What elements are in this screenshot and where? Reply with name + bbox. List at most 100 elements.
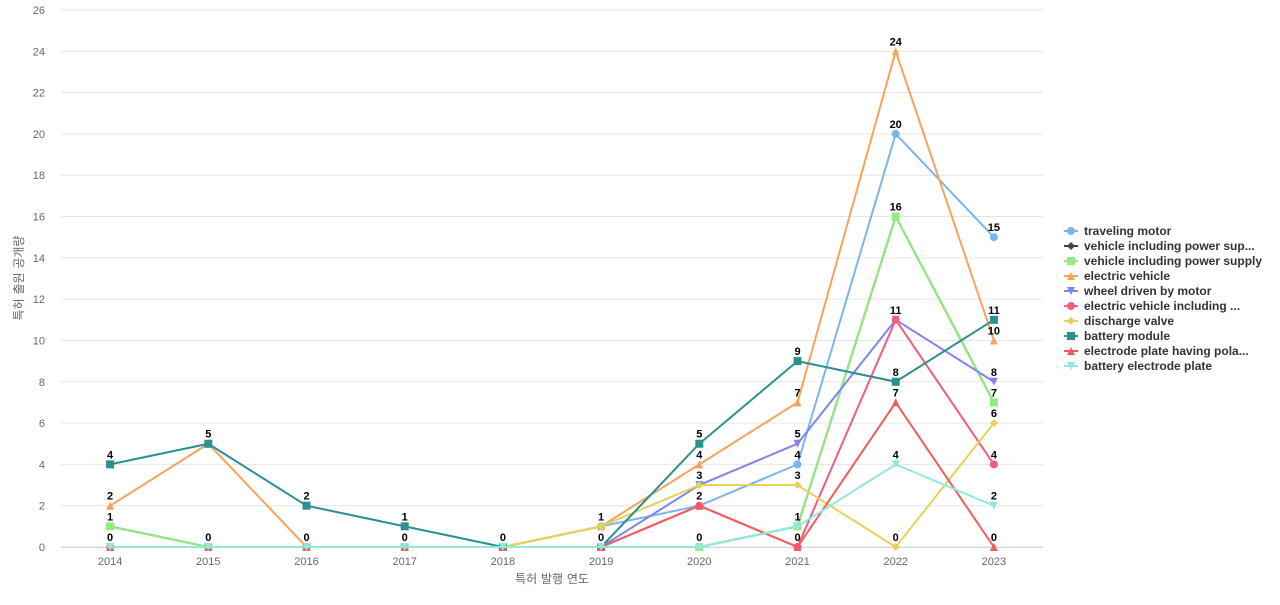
legend-marker-icon	[1067, 242, 1075, 250]
data-point[interactable]	[989, 315, 998, 324]
data-point[interactable]	[891, 47, 900, 56]
x-tick-label: 2023	[982, 556, 1006, 568]
data-label: 4	[991, 449, 998, 461]
data-label: 6	[991, 408, 997, 420]
legend-marker-icon	[1067, 287, 1075, 295]
data-point[interactable]	[989, 460, 998, 469]
data-point[interactable]	[106, 543, 115, 551]
data-point[interactable]	[793, 357, 802, 366]
series-line[interactable]	[109, 318, 995, 548]
data-point[interactable]	[597, 543, 606, 551]
data-point[interactable]	[106, 522, 115, 531]
data-label: 2	[991, 491, 997, 503]
data-label: 16	[890, 202, 902, 214]
data-label: 24	[890, 36, 903, 48]
legend-marker-icon	[1067, 272, 1075, 280]
data-label: 0	[205, 532, 211, 544]
legend-item[interactable]: battery electrode plate	[1064, 359, 1212, 373]
data-point[interactable]	[302, 543, 311, 551]
legend-label: battery electrode plate	[1084, 359, 1212, 373]
data-point[interactable]	[204, 439, 213, 448]
x-tick-label: 2015	[196, 556, 220, 568]
data-point[interactable]	[793, 439, 802, 448]
data-label: 5	[205, 429, 211, 441]
legend-item[interactable]: wheel driven by motor	[1064, 284, 1212, 298]
legend-label: electric vehicle including ...	[1084, 299, 1240, 313]
data-point[interactable]	[989, 398, 998, 407]
data-label: 2	[303, 491, 309, 503]
data-point[interactable]	[695, 481, 704, 490]
legend-item[interactable]: vehicle including power supply	[1064, 254, 1262, 268]
series-electric-vehicle-including	[106, 315, 998, 551]
y-tick-label: 16	[33, 212, 45, 224]
legend-item[interactable]: electrode plate having pola...	[1064, 344, 1249, 358]
data-point[interactable]	[695, 460, 704, 469]
legend-label: vehicle including power supply	[1084, 254, 1262, 268]
data-point[interactable]	[891, 543, 900, 551]
legend-item[interactable]: discharge valve	[1064, 314, 1174, 328]
data-point[interactable]	[989, 501, 998, 510]
y-tick-label: 12	[33, 294, 45, 306]
legend-item[interactable]: vehicle including power sup...	[1064, 239, 1255, 253]
series-line[interactable]	[109, 463, 995, 548]
x-tick-label: 2016	[294, 556, 318, 568]
data-point[interactable]	[302, 501, 311, 510]
data-label: 1	[402, 511, 408, 523]
legend-label: vehicle including power sup...	[1084, 239, 1255, 253]
data-point[interactable]	[793, 460, 802, 469]
legend-marker-icon	[1067, 227, 1075, 235]
data-point[interactable]	[106, 460, 115, 469]
data-point[interactable]	[400, 522, 409, 531]
data-point[interactable]	[793, 543, 802, 551]
data-point[interactable]	[989, 336, 998, 345]
data-point[interactable]	[204, 543, 213, 551]
data-label: 15	[988, 222, 1000, 234]
x-tick-label: 2020	[687, 556, 711, 568]
data-point[interactable]	[989, 419, 998, 428]
data-point[interactable]	[597, 522, 606, 531]
legend-item[interactable]: electric vehicle	[1064, 269, 1170, 283]
data-point[interactable]	[793, 398, 802, 407]
data-point[interactable]	[989, 377, 998, 386]
data-point[interactable]	[106, 501, 115, 510]
data-label: 5	[794, 429, 800, 441]
series-line[interactable]	[109, 318, 995, 548]
data-point[interactable]	[891, 315, 900, 324]
y-tick-label: 0	[39, 542, 45, 554]
legend-item[interactable]: electric vehicle including ...	[1064, 299, 1240, 313]
series-battery-electrode-plate	[106, 460, 998, 551]
data-point[interactable]	[498, 543, 507, 551]
legend-marker-icon	[1067, 317, 1075, 325]
data-point[interactable]	[891, 129, 900, 138]
data-label: 5	[696, 429, 702, 441]
x-axis-title: 특허 발행 연도	[515, 571, 589, 586]
x-tick-label: 2019	[589, 556, 613, 568]
data-point[interactable]	[695, 543, 704, 551]
data-point[interactable]	[793, 481, 802, 490]
data-point[interactable]	[989, 543, 998, 551]
y-tick-label: 14	[33, 253, 45, 265]
data-point[interactable]	[891, 460, 900, 469]
data-point[interactable]	[400, 543, 409, 551]
data-point[interactable]	[891, 377, 900, 386]
data-point[interactable]	[695, 501, 704, 510]
series-line[interactable]	[109, 318, 995, 548]
data-point[interactable]	[891, 398, 900, 407]
data-label: 7	[794, 387, 800, 399]
data-point[interactable]	[891, 212, 900, 221]
data-point[interactable]	[793, 522, 802, 531]
data-label: 4	[107, 449, 114, 461]
data-label: 0	[991, 532, 997, 544]
data-point[interactable]	[695, 439, 704, 448]
legend-marker-icon	[1067, 362, 1075, 370]
y-tick-label: 6	[39, 418, 45, 430]
data-label: 0	[598, 532, 604, 544]
data-label: 11	[890, 305, 902, 317]
data-point[interactable]	[989, 233, 998, 242]
legend-item[interactable]: battery module	[1064, 329, 1170, 343]
y-tick-label: 22	[33, 88, 45, 100]
legend-item[interactable]: traveling motor	[1064, 224, 1172, 238]
